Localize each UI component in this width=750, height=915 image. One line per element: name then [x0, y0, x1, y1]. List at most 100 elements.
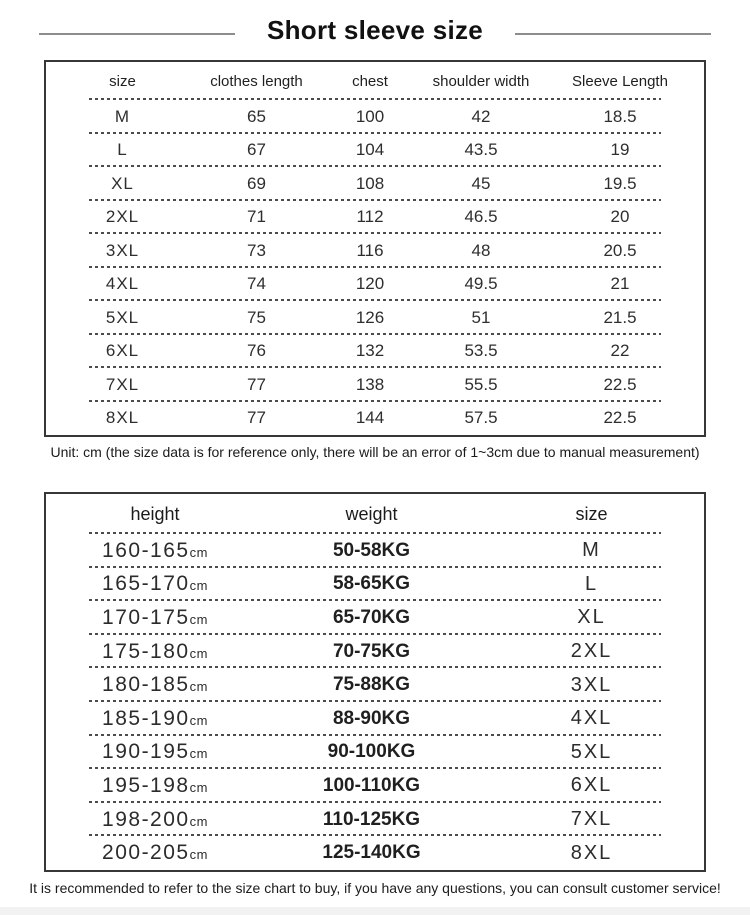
- table-row: 195-198cm 100-110KG 6XL: [46, 769, 704, 803]
- table-row: 7XL 77 138 55.5 22.5: [46, 368, 704, 402]
- height-unit: cm: [189, 578, 208, 594]
- cell-size: 3XL: [570, 673, 613, 696]
- cell-shoulder-width: 51: [471, 307, 491, 327]
- cell-size: 7XL: [570, 808, 613, 831]
- cell-size: 3XL: [105, 240, 140, 260]
- cell-size: 5XL: [105, 307, 140, 327]
- cell-shoulder-width: 57.5: [464, 408, 498, 428]
- cell-height: 198-200cm: [46, 808, 264, 832]
- table-row: 2XL 71 112 46.5 20: [46, 200, 704, 234]
- height-value: 200-205: [102, 841, 190, 865]
- size-measurements-table: size clothes length chest shoulder width…: [44, 60, 706, 437]
- cell-clothes-length: 77: [247, 374, 266, 394]
- height-weight-size-table: height weight size 160-165cm 50-58KG M 1…: [44, 492, 706, 872]
- table-row: 165-170cm 58-65KG L: [46, 567, 704, 602]
- cell-height: 160-165cm: [46, 539, 264, 563]
- column-header-height: height: [130, 503, 180, 524]
- table-row: 160-165cm 50-58KG M: [46, 534, 704, 568]
- column-header-weight: weight: [345, 503, 398, 524]
- table-row: L 67 104 43.5 19: [46, 133, 704, 167]
- cell-size: L: [117, 140, 128, 160]
- title-decor-line-right: [515, 33, 712, 35]
- cell-weight: 75-88KG: [332, 674, 411, 696]
- cell-chest: 144: [355, 408, 385, 428]
- title-decor-line-left: [38, 33, 235, 35]
- height-value: 198-200: [102, 807, 190, 831]
- cell-size: 6XL: [105, 341, 140, 361]
- cell-chest: 138: [355, 374, 385, 394]
- cell-sleeve-length: 20.5: [603, 240, 637, 260]
- table-row: 8XL 77 144 57.5 22.5: [46, 402, 704, 436]
- unit-note: Unit: cm (the size data is for reference…: [50, 444, 700, 460]
- column-header-size: size: [575, 503, 608, 524]
- cell-size: 2XL: [570, 640, 613, 663]
- cell-sleeve-length: 22.5: [603, 408, 637, 428]
- cell-sleeve-length: 21.5: [603, 307, 637, 327]
- column-header-shoulder-width: shoulder width: [432, 72, 530, 90]
- cell-size: 7XL: [105, 374, 140, 394]
- cell-clothes-length: 75: [247, 307, 266, 327]
- table-row: XL 69 108 45 19.5: [46, 167, 704, 201]
- cell-sleeve-length: 22.5: [603, 374, 637, 394]
- cell-clothes-length: 65: [247, 106, 266, 126]
- cell-height: 165-170cm: [46, 572, 264, 596]
- column-header-chest: chest: [352, 72, 388, 90]
- table-row: M 65 100 42 18.5: [46, 100, 704, 134]
- cell-clothes-length: 73: [247, 240, 266, 260]
- bottom-strip: [0, 907, 750, 915]
- height-unit: cm: [189, 611, 208, 627]
- recommendation-note: It is recommended to refer to the size c…: [29, 880, 721, 896]
- cell-shoulder-width: 49.5: [464, 274, 498, 294]
- height-unit: cm: [189, 746, 208, 762]
- table-row: 185-190cm 88-90KG 4XL: [46, 701, 704, 736]
- table-row: 4XL 74 120 49.5 21: [46, 267, 704, 301]
- table-row: 200-205cm 125-140KG 8XL: [46, 836, 704, 870]
- cell-sleeve-length: 22: [610, 341, 630, 361]
- cell-weight: 125-140KG: [322, 842, 421, 864]
- cell-shoulder-width: 43.5: [464, 140, 498, 160]
- cell-sleeve-length: 20: [610, 207, 630, 227]
- cell-shoulder-width: 53.5: [464, 341, 498, 361]
- cell-weight: 90-100KG: [327, 741, 416, 763]
- cell-chest: 112: [356, 207, 384, 227]
- page-title: Short sleeve size: [266, 14, 484, 45]
- table-row: 175-180cm 70-75KG 2XL: [46, 634, 704, 669]
- height-value: 160-165: [102, 538, 190, 562]
- cell-height: 185-190cm: [46, 707, 264, 731]
- table-row: 3XL 73 116 48 20.5: [46, 234, 704, 268]
- height-unit: cm: [189, 779, 208, 795]
- cell-size: M: [582, 539, 601, 562]
- height-unit: cm: [189, 847, 208, 863]
- table-row: 180-185cm 75-88KG 3XL: [46, 668, 704, 702]
- height-value: 190-195: [102, 740, 190, 764]
- height-unit: cm: [189, 544, 208, 560]
- cell-size: 6XL: [570, 774, 613, 797]
- cell-clothes-length: 77: [247, 408, 266, 428]
- height-unit: cm: [189, 813, 208, 829]
- cell-sleeve-length: 19.5: [603, 173, 637, 193]
- cell-chest: 104: [355, 140, 385, 160]
- cell-size: 8XL: [570, 841, 613, 864]
- table-row: 6XL 76 132 53.5 22: [46, 334, 704, 368]
- cell-height: 170-175cm: [46, 606, 264, 630]
- cell-shoulder-width: 42: [471, 106, 491, 126]
- cell-height: 190-195cm: [46, 740, 264, 764]
- cell-shoulder-width: 45: [471, 173, 491, 193]
- cell-chest: 100: [355, 106, 385, 126]
- cell-size: XL: [111, 173, 134, 193]
- cell-size: 8XL: [105, 408, 140, 428]
- table-row: 170-175cm 65-70KG XL: [46, 601, 704, 635]
- column-header-size: size: [109, 72, 136, 90]
- cell-chest: 120: [355, 274, 385, 294]
- cell-weight: 70-75KG: [332, 640, 411, 662]
- column-header-sleeve-length: Sleeve Length: [572, 72, 668, 90]
- cell-height: 195-198cm: [46, 774, 264, 798]
- cell-weight: 65-70KG: [332, 606, 411, 628]
- table-header-row: height weight size: [46, 494, 704, 534]
- cell-clothes-length: 76: [247, 341, 266, 361]
- cell-clothes-length: 74: [247, 274, 266, 294]
- cell-sleeve-length: 18.5: [603, 106, 637, 126]
- cell-size: 4XL: [105, 274, 140, 294]
- cell-chest: 126: [355, 307, 385, 327]
- table-row: 190-195cm 90-100KG 5XL: [46, 735, 704, 770]
